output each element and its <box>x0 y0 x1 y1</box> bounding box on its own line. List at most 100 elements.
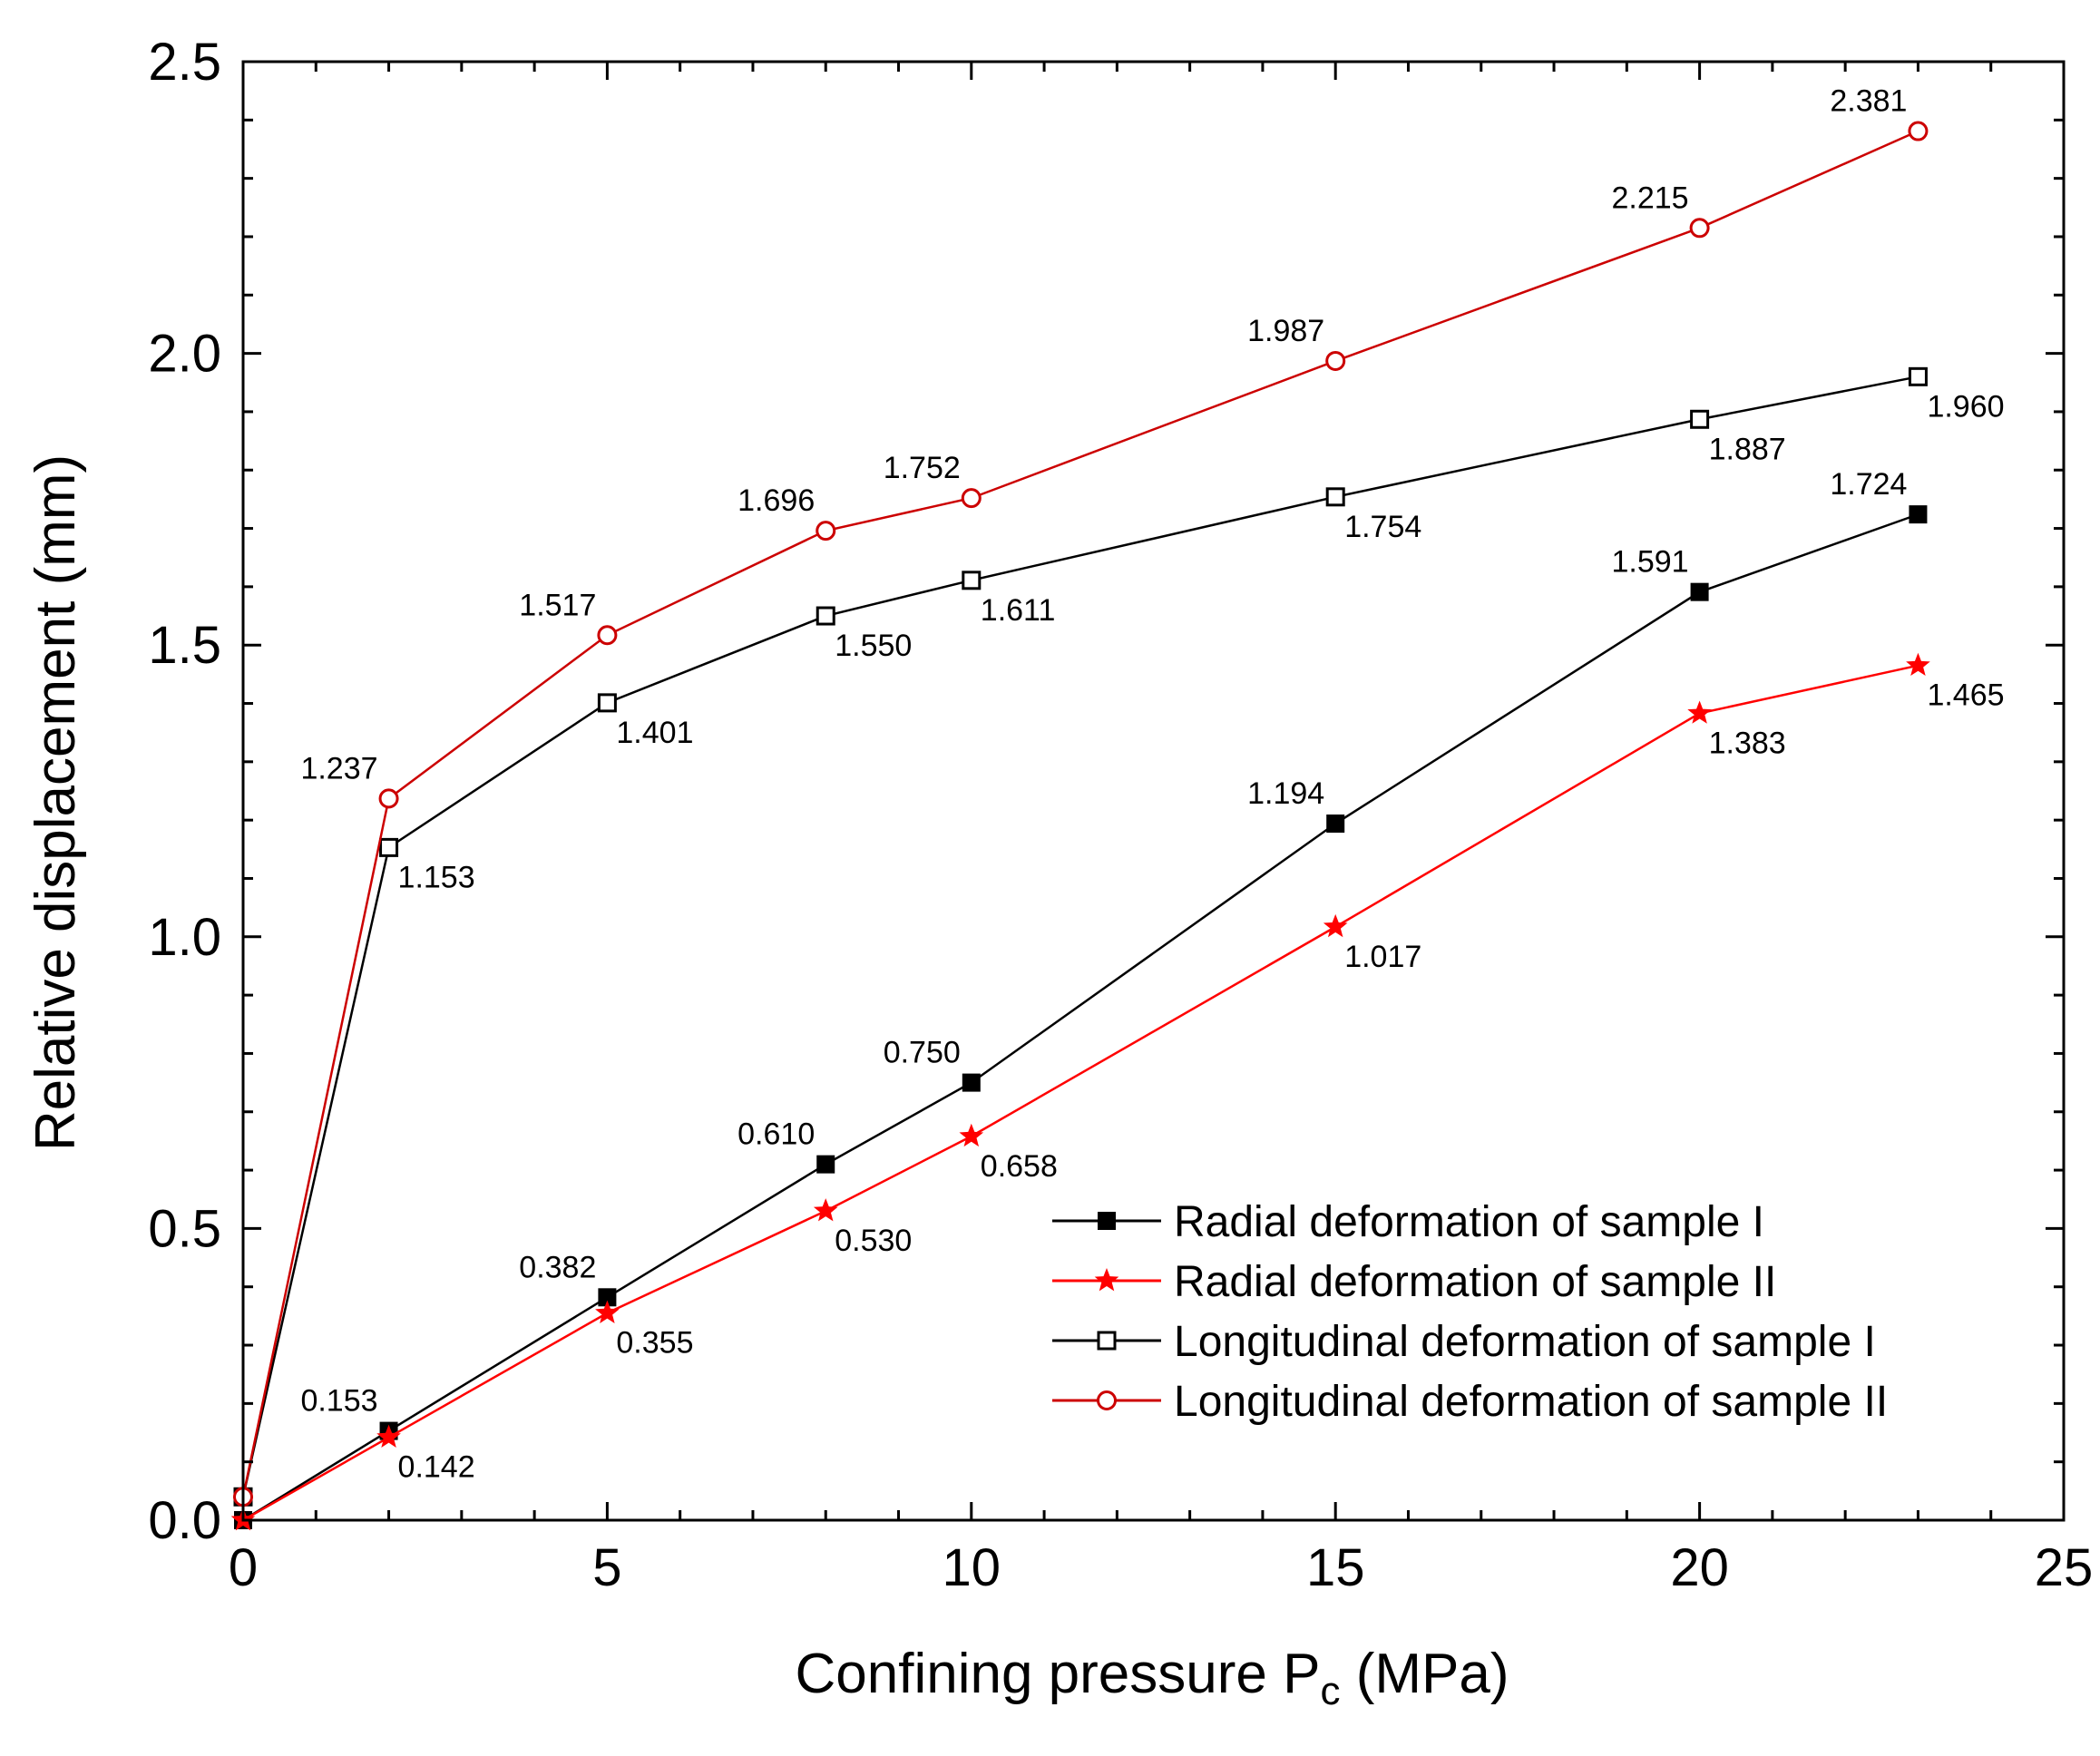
x-axis-title-main: Confining pressure P <box>796 1643 1321 1705</box>
data-label: 1.960 <box>1927 389 2004 424</box>
y-tick-labels: 0.0 0.5 1.0 1.5 2.0 2.5 <box>148 33 221 1550</box>
data-label: 0.142 <box>398 1450 475 1485</box>
data-label: 0.750 <box>884 1036 961 1070</box>
data-point <box>1689 218 1710 239</box>
data-point <box>1908 366 1928 386</box>
x-tick-labels: 0 5 10 15 20 25 <box>229 1538 2093 1597</box>
data-point <box>961 488 982 509</box>
series-line <box>241 130 1919 1497</box>
data-point <box>816 1155 835 1174</box>
data-point <box>1906 652 1930 677</box>
legend-label: Longitudinal deformation of sample I <box>1174 1318 1876 1366</box>
series-layer <box>230 121 1930 1531</box>
data-point <box>1323 913 1348 938</box>
data-label: 1.987 <box>1247 314 1324 348</box>
data-point <box>597 625 618 646</box>
data-point <box>378 788 399 809</box>
x-tick-label: 20 <box>1670 1538 1729 1597</box>
data-label: 1.194 <box>1247 776 1324 811</box>
data-point <box>816 521 836 541</box>
y-tick-label: 2.0 <box>148 325 221 384</box>
data-point <box>816 606 835 626</box>
data-label: 2.381 <box>1830 84 1907 119</box>
legend-marker <box>1097 1331 1117 1351</box>
data-point <box>1325 350 1346 371</box>
series-line <box>242 512 1919 1522</box>
data-point <box>1909 505 1928 524</box>
legend: Radial deformation of sample I Radial def… <box>1052 1198 1888 1426</box>
data-label: 0.658 <box>981 1149 1058 1184</box>
data-label: 2.215 <box>1612 180 1689 215</box>
x-tick-label: 10 <box>943 1538 1001 1597</box>
data-label: 0.530 <box>835 1224 912 1258</box>
data-point <box>1690 409 1710 429</box>
data-label: 1.696 <box>737 483 815 518</box>
data-point <box>595 1300 620 1323</box>
y-tick-label: 0.5 <box>148 1199 221 1258</box>
data-label: 1.611 <box>981 593 1056 628</box>
data-point <box>597 693 617 713</box>
data-point <box>962 1073 981 1092</box>
legend-item: Radial deformation of sample I <box>1052 1198 1764 1246</box>
plot-frame <box>241 60 2066 1522</box>
legend-item: Radial deformation of sample II <box>1052 1258 1776 1306</box>
legend-label: Radial deformation of sample I <box>1174 1198 1764 1246</box>
data-point <box>1326 815 1345 834</box>
data-label: 1.017 <box>1344 940 1421 974</box>
data-label: 0.610 <box>737 1117 815 1152</box>
x-tick-label: 15 <box>1306 1538 1365 1597</box>
data-label: 1.754 <box>1344 510 1421 544</box>
x-tick-label: 5 <box>592 1538 621 1597</box>
data-point <box>959 1123 984 1147</box>
data-point <box>813 1198 838 1222</box>
y-tick-label: 1.0 <box>148 908 221 967</box>
data-point <box>1687 700 1712 724</box>
data-label: 1.550 <box>835 629 912 663</box>
x-tick-label: 25 <box>2035 1538 2094 1597</box>
data-label: 1.401 <box>616 716 693 750</box>
data-label: 1.752 <box>884 451 961 485</box>
data-label: 1.237 <box>300 751 377 785</box>
data-label: 0.153 <box>300 1384 377 1419</box>
x-axis-title: Confining pressure Pc (MPa) <box>796 1643 1509 1713</box>
data-point <box>379 837 399 857</box>
data-label: 1.724 <box>1830 467 1907 502</box>
legend-item: Longitudinal deformation of sample I <box>1052 1318 1876 1366</box>
y-axis-title: Relative displacement (mm) <box>24 454 87 1151</box>
x-axis-title-subscript: c <box>1320 1669 1340 1713</box>
y-tick-label: 1.5 <box>148 616 221 675</box>
data-label-layer: 0.153 0.382 0.610 0.750 1.194 1.591 1.724 0.142… <box>300 84 2004 1485</box>
plot-area: 0.153 0.382 0.610 0.750 1.194 1.591 1.724 0.142… <box>230 60 2066 1531</box>
data-point <box>962 571 982 590</box>
series-3 <box>233 366 1928 1507</box>
data-label: 1.591 <box>1612 545 1689 580</box>
legend-label: Longitudinal deformation of sample II <box>1174 1378 1888 1426</box>
x-axis-title-unit: (MPa) <box>1340 1643 1509 1705</box>
data-point <box>1325 487 1345 507</box>
x-tick-label: 0 <box>229 1538 258 1597</box>
data-point <box>1908 121 1929 141</box>
series-line <box>242 664 1919 1522</box>
legend-marker <box>1094 1268 1119 1292</box>
y-tick-label: 0.0 <box>148 1491 221 1550</box>
series-line <box>241 376 1919 1497</box>
data-label: 1.887 <box>1709 432 1786 466</box>
series-1 <box>234 505 1928 1529</box>
data-label: 1.465 <box>1927 678 2004 713</box>
data-point <box>1690 582 1709 601</box>
data-point <box>598 1288 617 1307</box>
data-label: 0.382 <box>519 1250 596 1284</box>
legend-marker <box>1097 1390 1117 1410</box>
legend-label: Radial deformation of sample II <box>1174 1258 1776 1306</box>
data-label: 1.517 <box>519 588 596 622</box>
data-label: 1.383 <box>1709 726 1786 760</box>
axis-ticks <box>241 60 2066 1522</box>
legend-marker <box>1098 1212 1116 1230</box>
data-label: 1.153 <box>398 860 475 894</box>
data-point <box>376 1424 401 1448</box>
y-tick-label: 2.5 <box>148 33 221 92</box>
legend-item: Longitudinal deformation of sample II <box>1052 1378 1888 1426</box>
data-label: 0.355 <box>616 1326 693 1361</box>
